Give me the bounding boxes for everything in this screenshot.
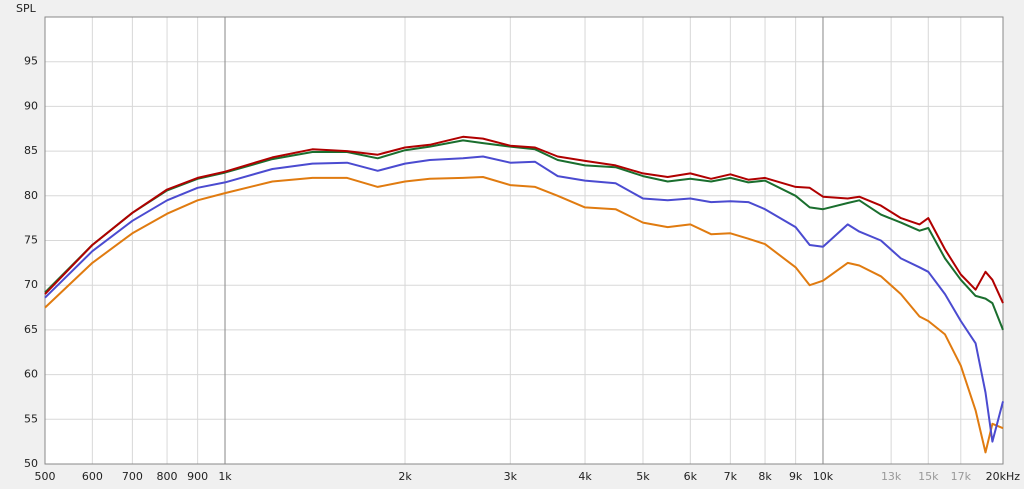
y-tick-label: 90	[24, 99, 38, 112]
x-tick-label: 17k	[951, 470, 972, 483]
y-tick-label: 75	[24, 234, 38, 247]
x-tick-label: 15k	[918, 470, 939, 483]
y-axis-label: SPL	[16, 2, 37, 15]
x-tick-label: 4k	[578, 470, 592, 483]
y-tick-label: 80	[24, 189, 38, 202]
x-tick-label: 600	[82, 470, 103, 483]
x-tick-label: 5k	[636, 470, 650, 483]
y-tick-label: 65	[24, 323, 38, 336]
response-line	[44, 135, 1004, 304]
response-line	[44, 155, 1004, 443]
y-tick-label: 55	[24, 412, 38, 425]
x-tick-label: 700	[122, 470, 143, 483]
y-tick-label: 70	[24, 278, 38, 291]
x-tick-label: 1k	[218, 470, 232, 483]
x-tick-label: 9k	[789, 470, 803, 483]
x-tick-label: 13k	[881, 470, 902, 483]
plot-border	[44, 16, 1004, 465]
response-line	[44, 176, 1004, 454]
x-tick-label: 20kHz	[986, 470, 1021, 483]
y-tick-label: 50	[24, 457, 38, 470]
x-tick-label: 6k	[684, 470, 698, 483]
x-tick-label: 10k	[813, 470, 834, 483]
x-tick-label: 500	[35, 470, 56, 483]
x-tick-label: 2k	[398, 470, 412, 483]
x-tick-label: 900	[187, 470, 208, 483]
y-tick-label: 60	[24, 368, 38, 381]
x-tick-label: 8k	[758, 470, 772, 483]
x-tick-label: 3k	[504, 470, 518, 483]
x-tick-label: 800	[157, 470, 178, 483]
x-tick-label: 7k	[724, 470, 738, 483]
y-tick-label: 85	[24, 144, 38, 157]
y-tick-label: 95	[24, 55, 38, 68]
response-line	[44, 139, 1004, 331]
